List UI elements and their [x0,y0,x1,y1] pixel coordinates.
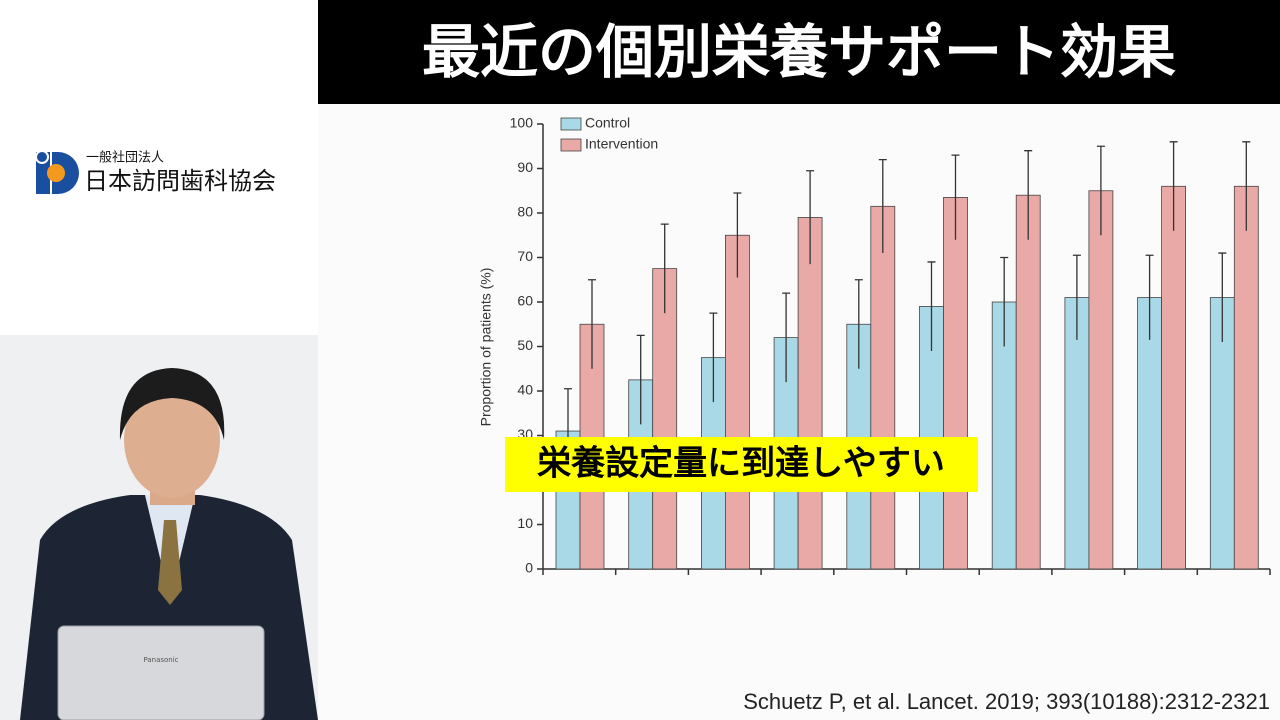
legend-label: Control [585,115,630,131]
error-bar [709,312,718,403]
citation: Schuetz P, et al. Lancet. 2019; 393(1018… [743,689,1270,714]
error-bar [878,158,887,254]
tie [158,520,182,605]
y-tick-label: 50 [517,337,533,353]
error-bar [733,192,742,278]
error-bar [1218,252,1227,343]
error-bar [782,292,791,383]
error-bar [660,223,669,314]
error-bar [1169,141,1178,231]
y-tick-label: 0 [525,560,533,576]
error-bar [1024,150,1033,240]
error-bar [588,279,596,369]
legend-swatch [560,117,582,131]
y-tick-label: 40 [517,382,533,398]
hair [119,368,225,440]
y-tick-label: 10 [517,515,533,531]
error-bar [854,279,863,369]
bar [1015,194,1041,570]
error-bar [1000,256,1009,347]
bar [1088,190,1114,570]
overlay: 栄養設定量に到達しやすい [505,437,978,492]
bar [652,268,678,570]
caption-box [505,437,978,492]
logo: 一般社団法人 日本訪問歯科協会 [35,150,276,195]
error-bar [806,170,815,265]
error-bar [1072,254,1081,340]
legend-swatch [560,138,582,152]
laptop-brand: Panasonic [143,656,178,664]
bar [870,205,896,570]
y-tick-label: 70 [517,248,533,264]
bar [1064,297,1090,570]
y-axis-label: Proportion of patients (%) [478,268,494,427]
error-bar [1145,254,1154,340]
error-bar [951,154,960,240]
slide-title: 最近の個別栄養サポート効果 [422,18,1176,86]
caption: 栄養設定量に到達しやすい [537,444,945,484]
bar [1233,185,1259,570]
error-bar [1242,141,1251,231]
y-tick-label: 90 [517,159,533,175]
title-bar [318,0,1280,104]
bar [1209,297,1235,570]
bar [797,217,823,570]
logo-name: 日本訪問歯科協会 [84,167,276,195]
logo-mark [52,152,79,194]
laptop [57,625,265,720]
logo-mark [47,164,65,182]
y-tick-label: 100 [510,115,534,131]
bar [943,197,968,570]
logo-subtitle: 一般社団法人 [86,150,164,166]
error-bar [927,261,936,351]
legend-label: Intervention [585,136,658,152]
y-tick-label: 80 [517,204,533,220]
y-tick-label: 60 [517,293,533,309]
face [124,382,220,498]
error-bar [636,334,645,425]
bar [725,234,750,570]
error-bar [1096,145,1105,236]
bar [1161,185,1186,570]
presenter: Panasonic [20,368,318,720]
logo-mark [35,150,49,164]
